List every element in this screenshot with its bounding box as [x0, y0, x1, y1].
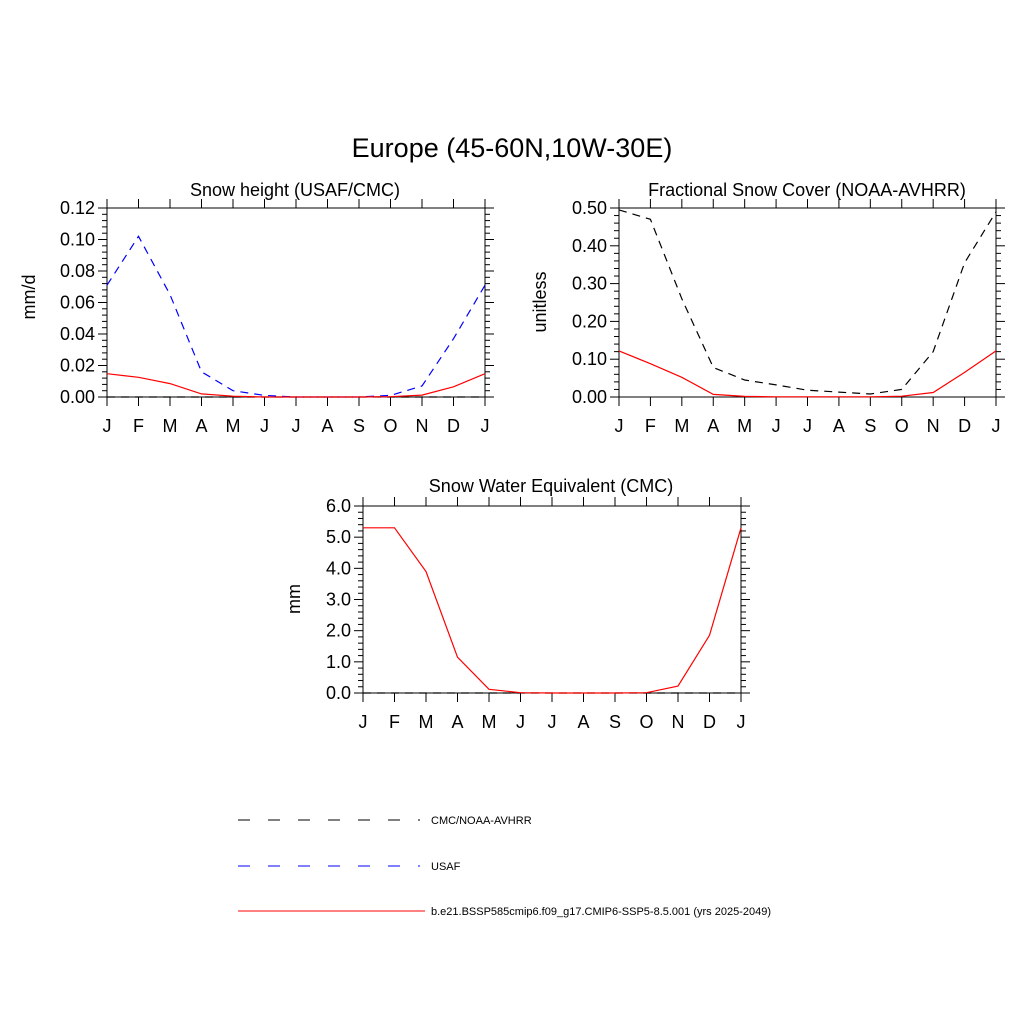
snow-cover-ytick-label: 0.50 [572, 198, 607, 218]
swe-ytick-label: 3.0 [326, 590, 351, 610]
snow-height-xtick-label: N [416, 416, 429, 436]
swe-xtick-label: J [737, 712, 746, 732]
snow-height-xtick-label: J [260, 416, 269, 436]
swe-xtick-label: S [609, 712, 621, 732]
snow-cover-xtick-label: F [645, 416, 656, 436]
snow-height-xtick-label: S [353, 416, 365, 436]
snow-cover-ytick-label: 0.40 [572, 236, 607, 256]
snow-height-ytick-label: 0.04 [60, 324, 95, 344]
snow-cover-xtick-label: J [992, 416, 1001, 436]
swe-xtick-label: A [577, 712, 589, 732]
snow-cover-series-b-e21-bssp585cmip6-f09-g [618, 350, 997, 398]
snow-height-series-b-e21-bssp585cmip6-f09-g [106, 373, 486, 398]
swe-xtick-label: J [548, 712, 557, 732]
snow-cover-xtick-label: M [737, 416, 752, 436]
snow-height-ytick-label: 0.02 [60, 356, 95, 376]
snow-cover-ylabel: unitless [530, 271, 550, 332]
snow-height-ytick-label: 0.12 [60, 198, 95, 218]
legend: CMC/NOAA-AVHRR USAF b.e21.BSSP585cmip6.f… [238, 815, 771, 918]
snow-height-xtick-label: A [321, 416, 333, 436]
swe-ytick-label: 0.0 [326, 683, 351, 703]
swe-xtick-label: N [672, 712, 685, 732]
swe-xtick-label: J [516, 712, 525, 732]
snow-height-xtick-label: M [226, 416, 241, 436]
snow-height-panel: Snow height (USAF/CMC) mm/d 0.00 0.02 0.04… [19, 180, 494, 436]
swe-ytick-label: 4.0 [326, 558, 351, 578]
swe-ytick-label: 6.0 [326, 496, 351, 516]
snow-cover-xtick-label: N [927, 416, 940, 436]
snow-height-title: Snow height (USAF/CMC) [190, 180, 400, 200]
swe-xtick-label: M [482, 712, 497, 732]
snow-height-xtick-label: J [292, 416, 301, 436]
snow-height-ytick-label: 0.00 [60, 387, 95, 407]
snow-cover-xtick-label: M [674, 416, 689, 436]
snow-height-plot-frame [106, 207, 486, 398]
snow-cover-panel: Fractional Snow Cover (NOAA-AVHRR) unitl… [530, 180, 1005, 436]
snow-cover-xtick-label: A [707, 416, 719, 436]
snow-height-xtick-label: O [383, 416, 397, 436]
swe-series-b-e21-bssp585cmip6-f09-g [363, 527, 742, 694]
snow-cover-series-cmc-noaa-avhrr [618, 209, 997, 395]
swe-ylabel: mm [284, 584, 304, 614]
snow-cover-xtick-label: J [772, 416, 781, 436]
snow-height-series-usaf [106, 235, 486, 398]
snow-height-xtick-label: M [163, 416, 178, 436]
snow-cover-ytick-label: 0.30 [572, 274, 607, 294]
swe-xtick-label: O [639, 712, 653, 732]
figure-title: Europe (45-60N,10W-30E) [352, 133, 673, 163]
snow-cover-ytick-label: 0.20 [572, 311, 607, 331]
swe-plot-frame [362, 505, 742, 694]
swe-xtick-label: J [359, 712, 368, 732]
legend-label-cmc: CMC/NOAA-AVHRR [431, 815, 532, 827]
snow-height-ytick-label: 0.08 [60, 261, 95, 281]
snow-height-xtick-label: J [481, 416, 490, 436]
snow-cover-xtick-label: J [615, 416, 624, 436]
snow-cover-plot-frame [618, 207, 997, 398]
snow-height-ytick-label: 0.10 [60, 230, 95, 250]
swe-ytick-label: 2.0 [326, 621, 351, 641]
swe-ytick-label: 5.0 [326, 527, 351, 547]
legend-label-usaf: USAF [431, 861, 461, 873]
snow-height-xtick-label: F [133, 416, 144, 436]
swe-xtick-label: M [419, 712, 434, 732]
snow-height-ytick-label: 0.06 [60, 293, 95, 313]
snow-height-xtick-label: J [103, 416, 112, 436]
swe-xtick-label: D [703, 712, 716, 732]
swe-title: Snow Water Equivalent (CMC) [429, 476, 673, 496]
swe-panel: Snow Water Equivalent (CMC) mm 0.0 1.0 2.0… [284, 476, 750, 732]
snow-cover-xtick-label: S [864, 416, 876, 436]
snow-height-xtick-label: A [195, 416, 207, 436]
swe-xtick-label: F [389, 712, 400, 732]
snow-height-ylabel: mm/d [19, 275, 39, 320]
snow-height-xtick-label: D [447, 416, 460, 436]
snow-cover-ytick-label: 0.00 [572, 387, 607, 407]
snow-cover-xtick-label: J [803, 416, 812, 436]
snow-cover-xtick-label: A [833, 416, 845, 436]
snow-cover-xtick-label: O [895, 416, 909, 436]
snow-cover-ytick-label: 0.10 [572, 349, 607, 369]
snow-cover-xtick-label: D [958, 416, 971, 436]
legend-label-model: b.e21.BSSP585cmip6.f09_g17.CMIP6-SSP5-8.… [431, 906, 771, 918]
swe-ytick-label: 1.0 [326, 652, 351, 672]
swe-xtick-label: A [451, 712, 463, 732]
snow-cover-title: Fractional Snow Cover (NOAA-AVHRR) [648, 180, 966, 200]
